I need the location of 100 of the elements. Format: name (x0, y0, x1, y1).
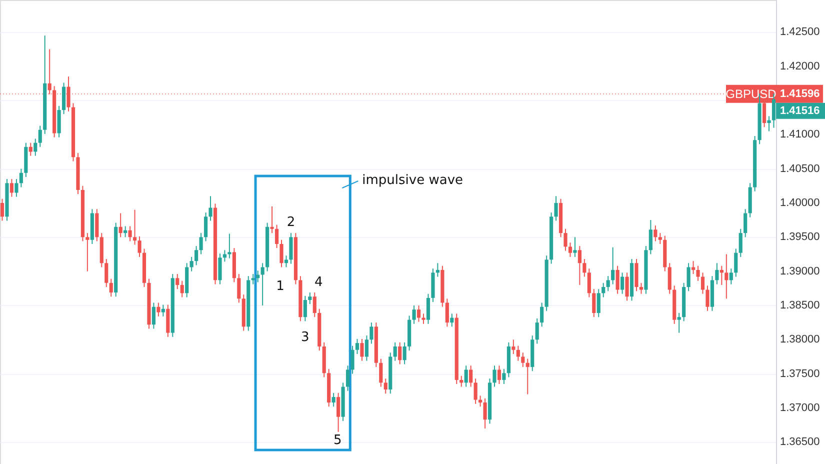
candlestick (526, 358, 530, 395)
y-tick-label: 1.41000 (780, 128, 820, 141)
candlestick (86, 232, 90, 272)
candlestick (416, 304, 421, 322)
text: 1.41596 (780, 88, 820, 100)
candlestick (412, 304, 416, 324)
candlestick (128, 226, 132, 242)
candlestick (767, 116, 771, 132)
candlestick (0, 198, 4, 222)
candlestick (445, 298, 449, 328)
candlestick (393, 342, 397, 362)
candlestick (222, 250, 227, 262)
candlestick (587, 268, 591, 298)
candlestick (180, 280, 184, 298)
candlestick (516, 345, 520, 362)
annotation: 2 (286, 215, 296, 230)
candlestick (512, 339, 516, 354)
candlestick (402, 342, 406, 365)
candlestick (535, 318, 539, 344)
candlestick (237, 274, 241, 304)
candlestick (502, 368, 506, 385)
candlestick (606, 276, 610, 292)
candlestick (686, 262, 690, 292)
annotation: 4 (314, 275, 323, 290)
candlestick (228, 233, 232, 259)
candlestick (138, 236, 142, 258)
candlestick (124, 226, 128, 238)
y-tick-label: 1.38500 (780, 299, 820, 312)
candlestick (625, 272, 629, 302)
candlestick (620, 272, 624, 294)
candlestick (66, 76, 70, 112)
candlestick (204, 212, 208, 242)
candlestick (176, 274, 180, 290)
candlestick (578, 246, 582, 286)
y-tick-label: 1.37000 (780, 402, 820, 414)
candlestick (336, 392, 340, 432)
candlestick (62, 82, 66, 115)
candlestick (734, 248, 738, 278)
candlestick (474, 378, 478, 404)
candlestick (19, 168, 23, 188)
candlestick (364, 335, 368, 362)
y-tick-label: 1.39000 (780, 265, 820, 278)
candlestick (280, 239, 284, 268)
candlestick (312, 292, 316, 318)
annotation: 3 (301, 330, 310, 345)
candlestick (724, 254, 728, 300)
candlestick (592, 288, 596, 318)
candlestick (384, 378, 388, 394)
candlestick (460, 375, 464, 388)
candlestick (540, 302, 544, 328)
annotation: 1 (276, 279, 284, 294)
candlestick (654, 225, 658, 242)
candlestick (422, 313, 426, 324)
candlestick (109, 278, 113, 298)
candlestick (521, 352, 525, 368)
text: 1.41516 (780, 104, 820, 117)
candlestick (648, 220, 652, 255)
candlestick (350, 345, 354, 374)
candlestick (284, 255, 288, 268)
candlestick (104, 258, 108, 288)
candlestick (57, 105, 61, 138)
candlestick (256, 270, 260, 283)
candlestick (478, 395, 482, 408)
candlestick (156, 302, 160, 317)
candlestick (729, 268, 733, 285)
candlestick (10, 178, 14, 198)
candlestick (303, 295, 307, 322)
candlestick (564, 228, 568, 252)
candlestick (616, 265, 620, 294)
candlestick (497, 365, 502, 385)
y-tick-label: 1.42000 (780, 60, 820, 72)
candlestick (483, 398, 487, 429)
candlestick (464, 365, 468, 388)
candlestick (132, 209, 137, 246)
candlestick (218, 253, 222, 285)
candlestick (194, 246, 198, 266)
candlestick (332, 392, 336, 408)
candlestick (28, 142, 32, 156)
y-tick-label: 1.40500 (780, 162, 820, 175)
candlestick (48, 48, 52, 95)
annotation: impulsive wave (362, 173, 464, 188)
ref-line-label: GBPUSD (726, 86, 777, 101)
candlestick (289, 232, 293, 264)
candlestick (270, 206, 274, 234)
candlestick (355, 338, 360, 354)
y-tick-label: 1.36500 (780, 436, 820, 448)
candlestick (398, 342, 402, 365)
y-tick-label: 1.37500 (780, 368, 820, 380)
candlestick (744, 208, 748, 238)
candlestick (573, 236, 577, 258)
y-tick-label: 1.42500 (780, 26, 820, 38)
candlestick (668, 262, 672, 294)
y-tick-label: 1.40000 (780, 196, 820, 209)
candlestick (706, 285, 710, 312)
candlestick (308, 292, 312, 305)
candlestick (346, 365, 350, 392)
y-tick-label: 1.39500 (780, 231, 820, 244)
candlestick (426, 293, 430, 324)
candlestick (274, 224, 279, 249)
candlestick (118, 212, 122, 238)
